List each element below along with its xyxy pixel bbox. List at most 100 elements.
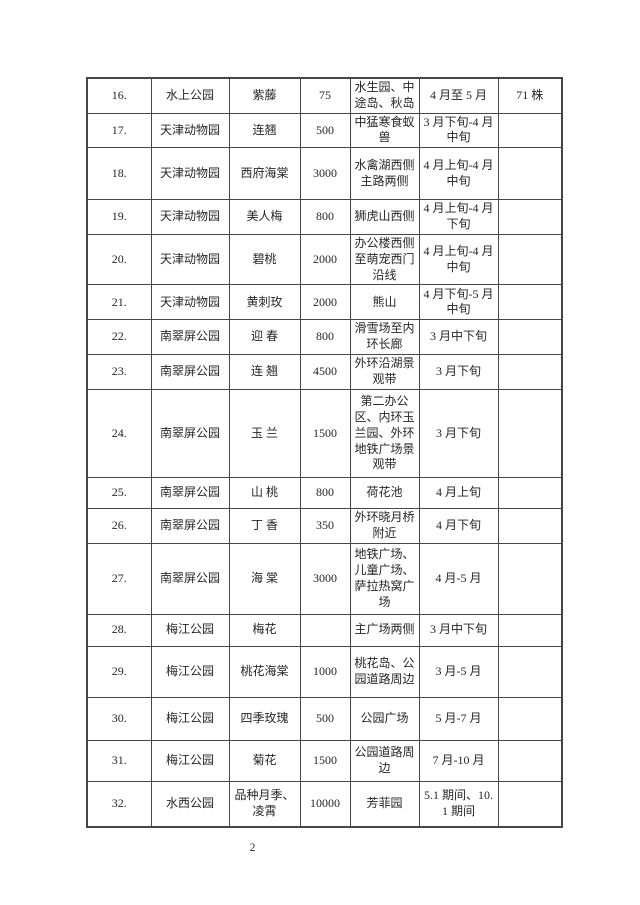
table-row: 30. 梅江公园 四季玫瑰 500 公园广场 5 月-7 月 (86, 696, 563, 741)
cell-quantity: 1000 (299, 645, 351, 698)
cell-note (497, 147, 563, 201)
cell-park: 水西公园 (150, 780, 230, 828)
cell-location: 水禽湖西侧主路两侧 (349, 147, 420, 201)
cell-park: 南翠屏公园 (150, 508, 230, 544)
cell-location: 滑雪场至内环长廊 (349, 319, 420, 356)
cell-flower: 海 棠 (228, 542, 301, 615)
cell-index: 18. (86, 147, 152, 201)
cell-quantity: 1500 (299, 389, 351, 479)
cell-flower: 黄刺玫 (228, 284, 301, 321)
cell-note (497, 508, 563, 544)
cell-note (497, 739, 563, 782)
cell-index: 17. (86, 112, 152, 149)
table-row: 20. 天津动物园 碧桃 2000 办公楼西侧至萌宠西门沿线 4 月上旬-4 月中旬 (86, 233, 563, 286)
cell-note (497, 389, 563, 479)
cell-park: 天津动物园 (150, 199, 230, 235)
cell-time: 4 月上旬-4 月中旬 (418, 147, 499, 201)
cell-flower: 丁 香 (228, 508, 301, 544)
cell-park: 梅江公园 (150, 645, 230, 698)
cell-flower: 迎 春 (228, 319, 301, 356)
cell-park: 天津动物园 (150, 284, 230, 321)
cell-flower: 美人梅 (228, 199, 301, 235)
cell-park: 天津动物园 (150, 233, 230, 286)
cell-note (497, 354, 563, 391)
cell-time: 4 月至 5 月 (418, 77, 499, 114)
table-row: 17. 天津动物园 连翘 500 中猛寒食蚁兽 3 月下旬-4 月中旬 (86, 112, 563, 149)
cell-time: 5.1 期间、10.1 期间 (418, 780, 499, 828)
cell-quantity: 2000 (299, 284, 351, 321)
cell-quantity: 3000 (299, 147, 351, 201)
cell-index: 27. (86, 542, 152, 615)
cell-park: 梅江公园 (150, 696, 230, 741)
cell-location: 桃花岛、公园道路周边 (349, 645, 420, 698)
cell-time: 3 月中下旬 (418, 319, 499, 356)
table-row: 31. 梅江公园 菊花 1500 公园道路周边 7 月-10 月 (86, 739, 563, 782)
cell-flower: 连 翘 (228, 354, 301, 391)
cell-flower: 四季玫瑰 (228, 696, 301, 741)
cell-time: 4 月上旬-4 月中旬 (418, 233, 499, 286)
flower-schedule-table: 16. 水上公园 紫藤 75 水生园、中途岛、秋岛 4 月至 5 月 71 株 17. 天津动物… (86, 77, 563, 829)
table-row: 32. 水西公园 品种月季、凌霄 10000 芳菲园 5.1 期间、10.1 期间 (86, 780, 563, 828)
cell-flower: 菊花 (228, 739, 301, 782)
cell-note (497, 233, 563, 286)
cell-note (497, 613, 563, 647)
cell-note: 71 株 (497, 77, 563, 114)
cell-time: 3 月下旬 (418, 354, 499, 391)
cell-index: 16. (86, 77, 152, 114)
table-row: 21. 天津动物园 黄刺玫 2000 熊山 4 月下旬-5 月中旬 (86, 284, 563, 321)
cell-location: 外环沿湖景观带 (349, 354, 420, 391)
cell-flower: 紫藤 (228, 77, 301, 114)
cell-location: 第二办公区、内环玉兰园、外环地铁广场景观带 (349, 389, 420, 479)
cell-flower: 梅花 (228, 613, 301, 647)
cell-location: 荷花池 (349, 477, 420, 510)
table-row: 22. 南翠屏公园迎 春 800 滑雪场至内环长廊 3 月中下旬 (86, 319, 563, 356)
cell-location: 熊山 (349, 284, 420, 321)
cell-time: 4 月上旬-4 月下旬 (418, 199, 499, 235)
cell-index: 29. (86, 645, 152, 698)
cell-index: 24. (86, 389, 152, 479)
cell-location: 办公楼西侧至萌宠西门沿线 (349, 233, 420, 286)
cell-park: 梅江公园 (150, 613, 230, 647)
cell-quantity: 500 (299, 112, 351, 149)
cell-time: 4 月下旬-5 月中旬 (418, 284, 499, 321)
cell-quantity: 10000 (299, 780, 351, 828)
cell-index: 32. (86, 780, 152, 828)
cell-index: 28. (86, 613, 152, 647)
cell-note (497, 199, 563, 235)
cell-flower: 玉 兰 (228, 389, 301, 479)
cell-location: 公园道路周边 (349, 739, 420, 782)
cell-index: 23. (86, 354, 152, 391)
cell-location: 外环晓月桥附近 (349, 508, 420, 544)
cell-quantity: 500 (299, 696, 351, 741)
cell-location: 芳菲园 (349, 780, 420, 828)
cell-flower: 品种月季、凌霄 (228, 780, 301, 828)
cell-index: 30. (86, 696, 152, 741)
cell-note (497, 780, 563, 828)
cell-flower: 碧桃 (228, 233, 301, 286)
cell-index: 25. (86, 477, 152, 510)
cell-park: 水上公园 (150, 77, 230, 114)
cell-location: 主广场两侧 (349, 613, 420, 647)
cell-park: 南翠屏公园 (150, 542, 230, 615)
cell-note (497, 284, 563, 321)
cell-park: 南翠屏公园 (150, 477, 230, 510)
cell-quantity: 800 (299, 199, 351, 235)
cell-flower: 西府海棠 (228, 147, 301, 201)
table-row: 23. 南翠屏公园连 翘 4500 外环沿湖景观带 3 月下旬 (86, 354, 563, 391)
cell-time: 5 月-7 月 (418, 696, 499, 741)
table-row: 27. 南翠屏公园海 棠 3000 地铁广场、儿童广场、萨拉热窝广场 4 月-5 月 (86, 542, 563, 615)
cell-note (497, 696, 563, 741)
cell-note (497, 112, 563, 149)
cell-park: 南翠屏公园 (150, 354, 230, 391)
cell-index: 21. (86, 284, 152, 321)
cell-time: 3 月下旬 (418, 389, 499, 479)
cell-note (497, 319, 563, 356)
cell-index: 26. (86, 508, 152, 544)
cell-location: 狮虎山西侧 (349, 199, 420, 235)
flower-schedule-table-body: 16. 水上公园 紫藤 75 水生园、中途岛、秋岛 4 月至 5 月 71 株 17. 天津动物… (86, 77, 563, 828)
cell-time: 4 月-5 月 (418, 542, 499, 615)
table-row: 16. 水上公园 紫藤 75 水生园、中途岛、秋岛 4 月至 5 月 71 株 (86, 77, 563, 114)
cell-time: 3 月中下旬 (418, 613, 499, 647)
page-number: 2 (249, 840, 256, 854)
